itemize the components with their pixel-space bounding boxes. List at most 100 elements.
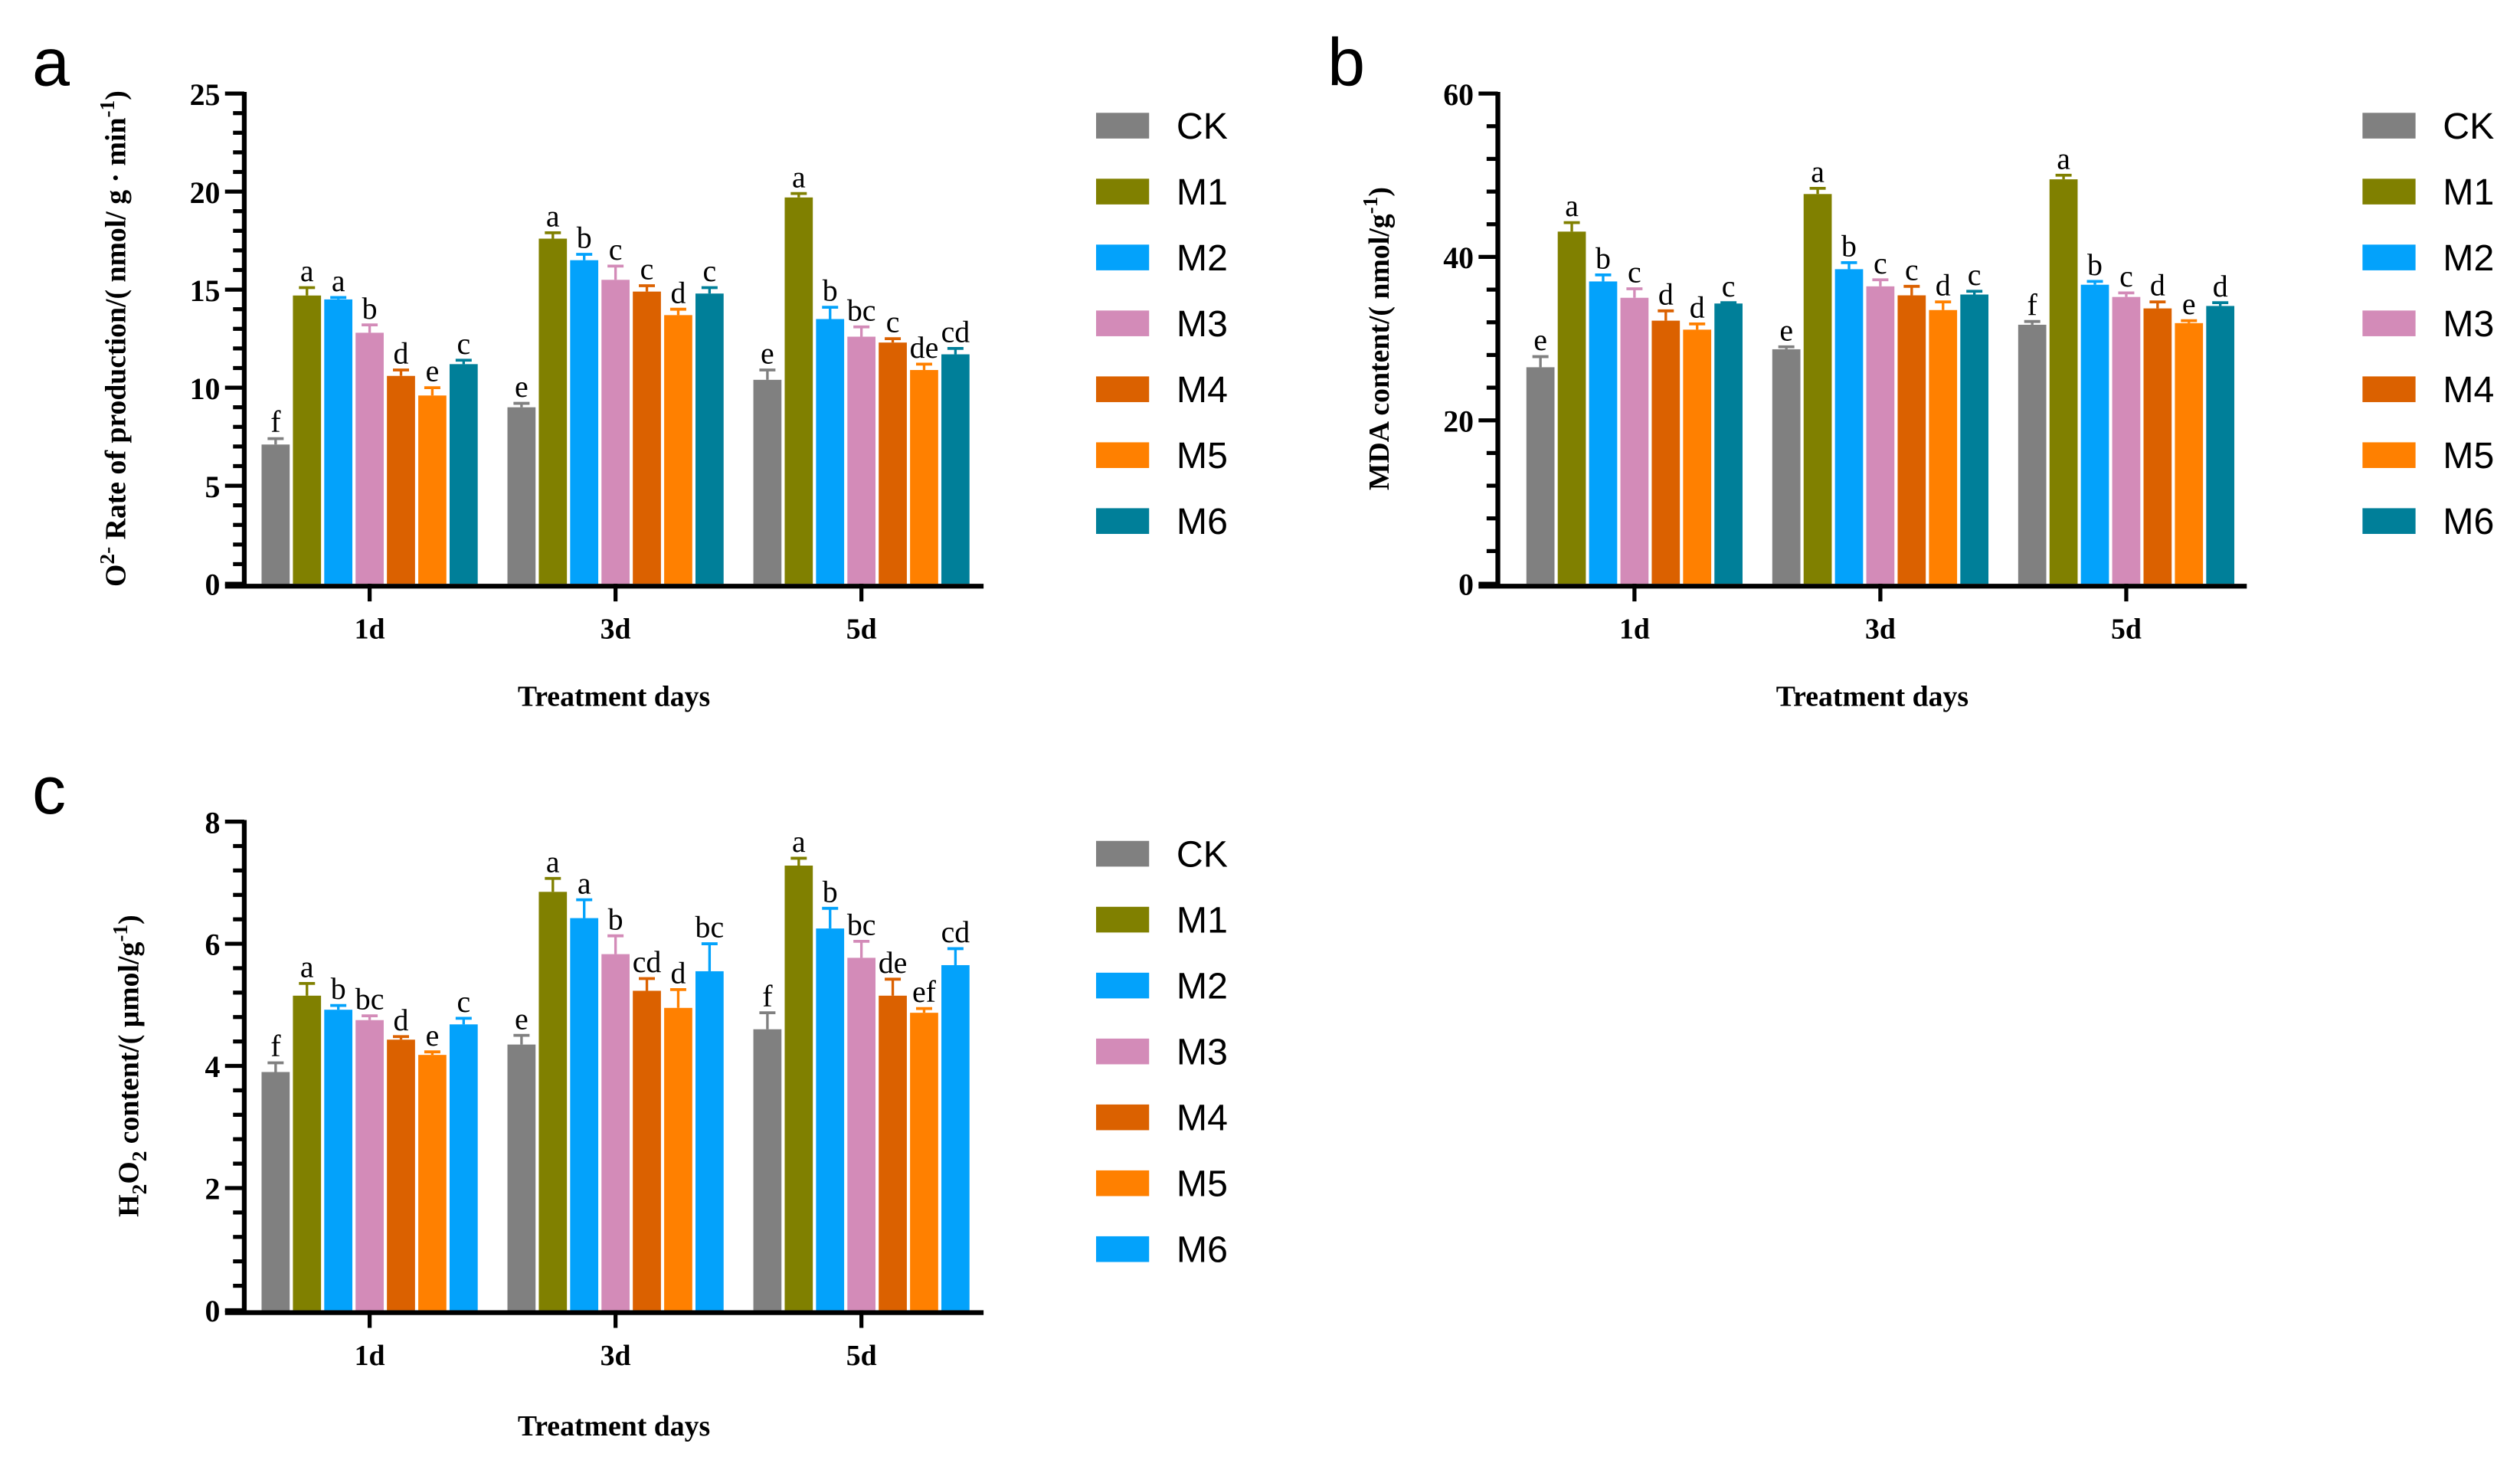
y-axis-title: H2O2 content/( μmol/g-1) (109, 915, 151, 1216)
significance-label: d (1658, 277, 1674, 311)
x-tick-label: 3d (1865, 613, 1896, 645)
legend: CK M1 M2 M3 M4 M5 M6 (2362, 106, 2494, 542)
y-axis-title: MDA content/( nmol/g-1) (1359, 187, 1396, 490)
bar-M6-1d (449, 1024, 478, 1311)
significance-label: b (2087, 247, 2103, 282)
significance-label: b (608, 902, 623, 936)
y-tick-label: 60 (1443, 77, 1474, 112)
x-tick-label: 1d (355, 1340, 385, 1372)
y-tick-label: 2 (205, 1172, 221, 1206)
y-title-text: O (100, 565, 133, 587)
legend-label: CK (2443, 106, 2494, 147)
y-title-text: Rate of production/( nmol/ g · min (100, 118, 133, 547)
significance-label: e (1533, 322, 1547, 357)
bar-CK-1d (261, 444, 290, 584)
legend-label: CK (1177, 106, 1228, 147)
y-title-superscript: -1 (96, 100, 119, 118)
bar-M3-1d (355, 332, 384, 584)
bar-M2-1d (324, 1010, 353, 1311)
significance-label: b (1841, 228, 1857, 263)
y-tick-label: 0 (1458, 568, 1474, 602)
significance-label: b (577, 221, 592, 255)
legend-swatch-M6 (1095, 508, 1150, 535)
panel-letter: c (32, 752, 66, 828)
panel-letter: b (1327, 25, 1365, 100)
legend-swatch-M3 (1095, 1038, 1150, 1065)
significance-label: f (762, 979, 773, 1013)
legend-swatch-M6 (2362, 508, 2416, 535)
significance-label: d (394, 336, 409, 371)
legend-label: M4 (1177, 1097, 1228, 1138)
bar-M4-1d (387, 1039, 415, 1311)
legend-swatch-CK (1095, 113, 1150, 139)
bar-M5-5d (2175, 322, 2204, 584)
legend-label: M1 (1177, 899, 1228, 941)
significance-label: b (1595, 241, 1611, 275)
bar-M2-1d (1589, 281, 1618, 584)
y-title-text: ) (1363, 187, 1396, 197)
panel-letter: a (32, 25, 70, 100)
bar-M4-3d (633, 291, 661, 584)
bar-M4-3d (633, 990, 661, 1311)
significance-label: d (2150, 268, 2165, 303)
significance-label: a (1811, 154, 1825, 188)
significance-label: c (1874, 246, 1887, 280)
bar-M6-3d (1960, 294, 1989, 584)
bar-M4-1d (387, 375, 415, 584)
y-tick-label: 0 (205, 568, 221, 602)
y-title-superscript: -1 (1359, 197, 1382, 214)
significance-label: a (1565, 188, 1579, 223)
x-axis-title: Treatment days (518, 681, 710, 713)
legend-swatch-M4 (1095, 376, 1150, 402)
y-title-text: ) (113, 915, 145, 925)
bar-M2-5d (816, 928, 845, 1311)
legend-swatch-M3 (1095, 310, 1150, 336)
legend-swatch-M2 (2362, 244, 2416, 270)
y-title-text: content/( μmol/g (113, 942, 145, 1151)
y-title-text: ) (100, 90, 133, 100)
significance-label: f (270, 404, 281, 439)
y-title-text: O (113, 1161, 145, 1183)
significance-label: c (609, 232, 623, 267)
y-tick-label: 8 (205, 805, 221, 840)
bar-CK-3d (507, 407, 536, 584)
legend-swatch-M5 (1095, 1170, 1150, 1196)
significance-label: a (300, 949, 314, 984)
legend-label: M2 (1177, 237, 1228, 279)
x-tick-label: 1d (1619, 613, 1650, 645)
significance-label: e (426, 354, 440, 388)
bar-M6-3d (695, 293, 724, 584)
significance-label: b (823, 273, 838, 308)
legend-swatch-M1 (2362, 178, 2416, 205)
y-tick-label: 6 (205, 928, 221, 962)
y-tick-label: 10 (190, 372, 221, 406)
bar-M6-1d (1714, 303, 1743, 584)
bar-M3-5d (847, 958, 876, 1311)
significance-label: c (2119, 259, 2133, 293)
x-axis-title: Treatment days (518, 1410, 710, 1442)
bar-M4-5d (2143, 308, 2172, 584)
bar-M5-1d (418, 395, 447, 584)
significance-label: cd (941, 915, 970, 949)
significance-label: de (879, 945, 908, 980)
significance-label: c (457, 984, 470, 1019)
significance-label: c (457, 326, 470, 361)
bar-M3-3d (601, 954, 630, 1311)
significance-label: e (761, 336, 774, 371)
significance-label: a (332, 264, 345, 298)
bar-CK-5d (753, 379, 782, 584)
legend-label: M1 (1177, 172, 1228, 213)
y-tick-label: 0 (205, 1294, 221, 1328)
significance-label: a (792, 824, 806, 859)
significance-label: d (1690, 290, 1705, 324)
bar-M2-5d (2080, 284, 2109, 584)
bar-M4-3d (1897, 295, 1926, 584)
x-tick-label: 1d (355, 613, 385, 645)
y-axis-title: O2- Rate of production/( nmol/ g · min-1… (96, 90, 133, 587)
significance-label: e (515, 1001, 529, 1036)
legend-label: M4 (1177, 369, 1228, 411)
significance-label: d (1936, 268, 1951, 303)
